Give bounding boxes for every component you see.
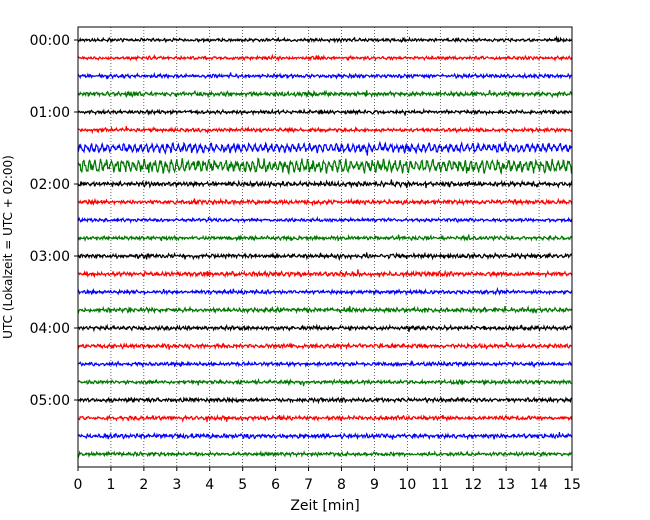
x-tick-label: 7 <box>304 477 313 493</box>
trace-line <box>77 71 573 80</box>
trace-line <box>77 251 573 262</box>
trace-line <box>77 269 573 279</box>
x-tick-label: 6 <box>271 477 280 493</box>
trace-line <box>77 286 573 297</box>
trace-line <box>77 233 573 243</box>
trace-line <box>77 431 573 441</box>
trace-line <box>77 450 573 459</box>
x-tick-label: 15 <box>563 477 581 493</box>
x-axis-label: Zeit [min] <box>290 498 359 514</box>
trace-line <box>77 323 573 333</box>
y-tick-label: 02:00 <box>30 177 70 193</box>
x-tick-label: 4 <box>205 477 214 493</box>
y-axis-label: UTC (Lokalzeit = UTC + 02:00) <box>1 155 15 339</box>
x-axis: 0 1 2 3 4 5 6 7 8 9 10 11 12 13 14 15 <box>74 467 581 493</box>
vertical-grid <box>110 27 540 467</box>
x-tick-label: 0 <box>74 477 83 493</box>
trace-group <box>77 35 573 459</box>
trace-line <box>77 107 573 117</box>
y-axis: 00:00 01:00 02:00 03:00 04:00 05:00 <box>30 33 78 409</box>
trace-line <box>77 359 573 369</box>
x-tick-label: 11 <box>431 477 449 493</box>
x-tick-label: 14 <box>530 477 548 493</box>
y-tick-label: 04:00 <box>30 321 70 337</box>
trace-line <box>77 125 573 135</box>
x-tick-label: 1 <box>106 477 115 493</box>
x-tick-label: 3 <box>172 477 181 493</box>
trace-line <box>77 140 573 156</box>
y-tick-label: 01:00 <box>30 105 70 121</box>
trace-line <box>77 413 573 423</box>
x-tick-label: 12 <box>464 477 482 493</box>
trace-line <box>77 396 573 405</box>
trace-line <box>77 215 573 225</box>
trace-line <box>77 53 573 62</box>
y-tick-label: 03:00 <box>30 249 70 265</box>
trace-line <box>77 157 573 176</box>
trace-line <box>77 197 573 207</box>
x-tick-label: 2 <box>139 477 148 493</box>
trace-line <box>77 341 573 351</box>
y-tick-label: 05:00 <box>30 393 70 409</box>
trace-line <box>77 35 573 44</box>
trace-line <box>77 89 573 99</box>
x-tick-label: 10 <box>398 477 416 493</box>
x-tick-label: 9 <box>370 477 379 493</box>
x-tick-label: 5 <box>238 477 247 493</box>
plot-frame <box>77 26 573 468</box>
x-tick-label: 13 <box>497 477 515 493</box>
trace-line <box>77 179 573 189</box>
y-tick-label: 00:00 <box>30 33 70 49</box>
trace-line <box>77 305 573 315</box>
trace-line <box>77 377 573 387</box>
x-tick-label: 8 <box>337 477 346 493</box>
